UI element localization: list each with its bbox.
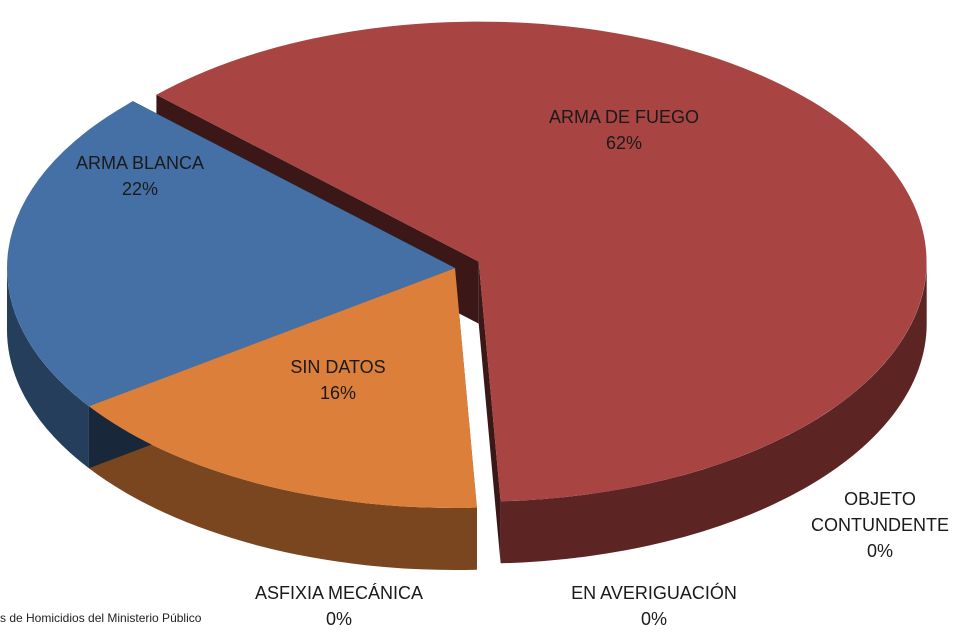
value-label: 0% [325,609,353,629]
slice-side [88,406,477,570]
value-label: 62% [605,133,643,153]
slice [156,21,927,502]
slice-side [7,268,89,469]
category-name: OBJETO CONTUNDENTE [811,489,949,535]
slice-label: ARMA BLANCA 22% [76,150,204,202]
slice [132,101,455,268]
category-name: ARMA DE FUEGO [548,107,700,127]
slice-label: SIN DATOS 16% [290,354,385,406]
value-label: 0% [640,609,668,629]
slice [88,268,477,508]
slice-label: ASFIXIA MECÁNICA 0% [255,580,423,632]
slice-label: OBJETO CONTUNDENTE 0% [805,486,955,564]
slice-side [500,261,927,564]
slice-label: EN AVERIGUACIÓN 0% [571,580,737,632]
value-label: 22% [121,179,159,199]
category-name: ARMA BLANCA [75,153,205,173]
category-name: ASFIXIA MECÁNICA [254,583,424,603]
value-label: 16% [319,383,357,403]
slice-wall [478,261,501,564]
category-name: SIN DATOS [290,357,386,377]
slice-label: ARMA DE FUEGO 62% [549,104,699,156]
slice [7,101,455,407]
value-label: 0% [866,541,893,561]
source-note: s de Homicidios del Ministerio Público [0,611,202,625]
category-name: EN AVERIGUACIÓN [571,583,737,603]
